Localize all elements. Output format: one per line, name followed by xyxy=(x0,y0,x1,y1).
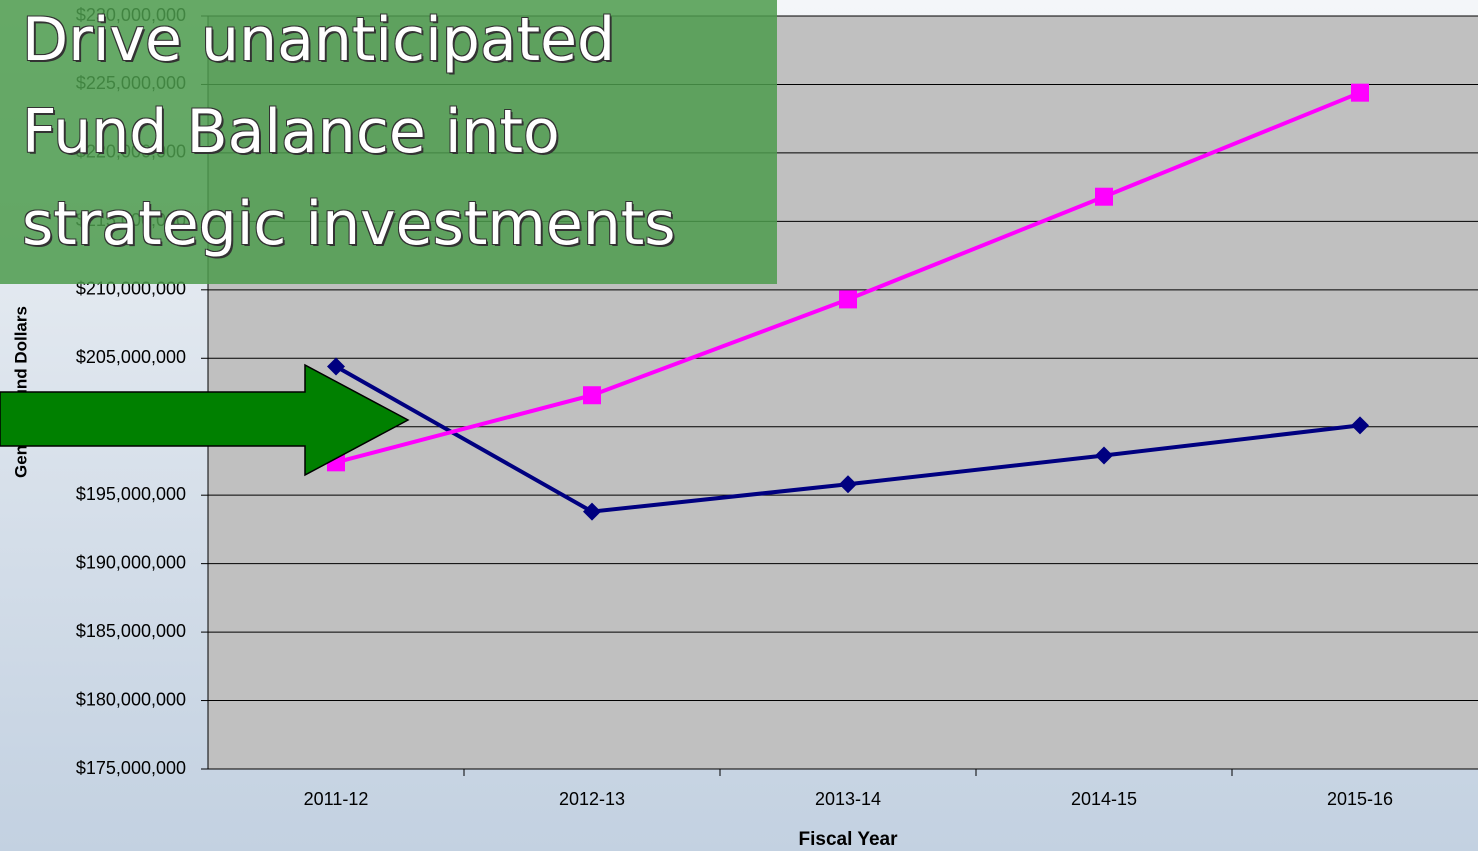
x-tick-label: 2012-13 xyxy=(559,789,625,809)
marker xyxy=(327,453,345,472)
y-tick-label: $185,000,000 xyxy=(76,621,186,641)
marker xyxy=(1351,83,1369,102)
y-tick-label: $195,000,000 xyxy=(76,484,186,504)
marker xyxy=(583,386,601,405)
marker xyxy=(1351,416,1369,435)
callout-line: Fund Balance into xyxy=(22,97,560,167)
y-tick-label: $175,000,000 xyxy=(76,758,186,778)
callout-line: Drive unanticipated xyxy=(22,5,616,75)
y-axis-title: General Fund Dollars xyxy=(11,306,30,478)
marker xyxy=(839,290,857,309)
y-tick-label: $180,000,000 xyxy=(76,689,186,709)
x-tick-label: 2014-15 xyxy=(1071,789,1137,809)
y-tick-label: $200,000,000 xyxy=(76,415,186,435)
marker xyxy=(1095,446,1113,465)
callout: Drive unanticipated Fund Balance into stra… xyxy=(0,0,777,284)
callout-line: strategic investments xyxy=(22,189,676,259)
x-tick-label: 2015-16 xyxy=(1327,789,1393,809)
y-tick-label: $205,000,000 xyxy=(76,347,186,367)
marker xyxy=(839,475,857,494)
marker xyxy=(583,502,601,521)
x-axis-title: Fiscal Year xyxy=(799,829,899,850)
x-tick-label: 2011-12 xyxy=(304,789,369,809)
marker xyxy=(1095,187,1113,206)
x-tick-label: 2013-14 xyxy=(815,789,881,809)
y-tick-label: $190,000,000 xyxy=(76,552,186,572)
